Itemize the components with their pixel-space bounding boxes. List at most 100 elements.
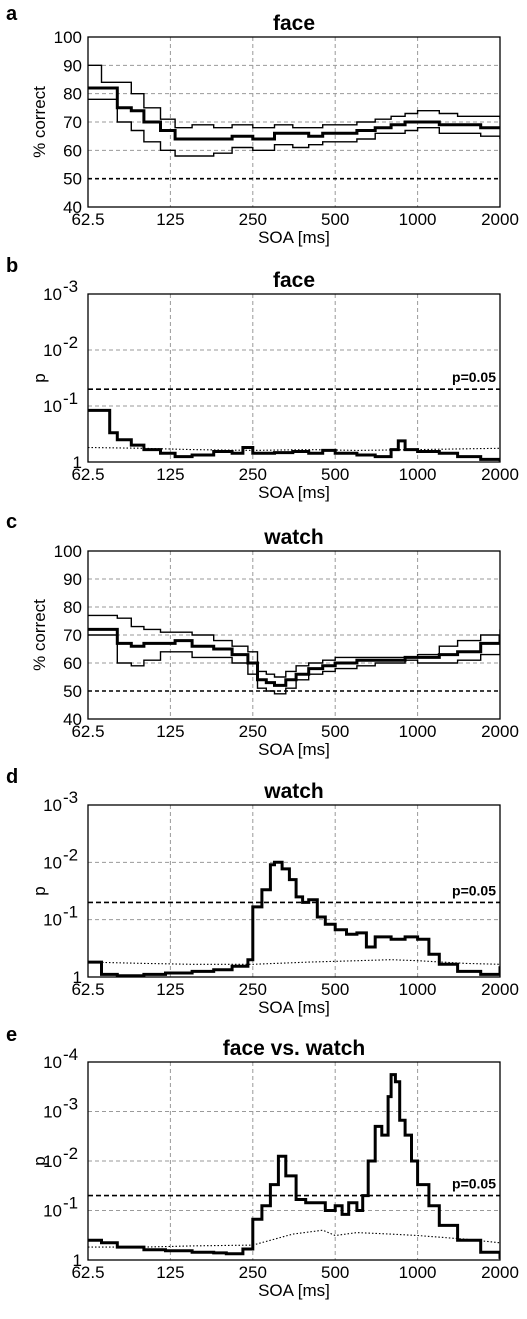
series-p-value-line	[88, 860, 500, 977]
y-tick-label: 10	[43, 341, 62, 360]
y-tick-label: 60	[63, 141, 82, 160]
threshold-label: p=0.05	[452, 882, 496, 898]
x-tick-label: 250	[239, 465, 267, 484]
series-mean-line	[88, 86, 500, 141]
x-tick-label: 2000	[481, 980, 519, 999]
y-tick-label: 1	[73, 968, 82, 987]
x-axis-label: SOA [ms]	[258, 483, 330, 502]
series-lower-line	[88, 634, 500, 695]
x-tick-label: 62.5	[71, 465, 104, 484]
x-axis-label: SOA [ms]	[258, 1281, 330, 1300]
y-tick-label: 80	[63, 598, 82, 617]
y-axis-label: p	[30, 886, 49, 895]
y-tick-label: 100	[54, 28, 82, 47]
y-tick-label: 10	[43, 1103, 62, 1122]
y-tick-exponent: -1	[63, 903, 78, 922]
panel-c: c watch 62.5 125 250 500 1000 2000 SOA [ms] 40 50 6…	[6, 511, 519, 759]
y-tick-label: 90	[63, 570, 82, 589]
x-tick-label: 125	[156, 980, 184, 999]
series-p-value-line	[88, 408, 500, 462]
x-tick-label: 500	[321, 980, 349, 999]
y-tick-exponent: -1	[63, 389, 78, 408]
y-tick-label: 40	[63, 198, 82, 217]
x-axis-label: SOA [ms]	[258, 228, 330, 247]
x-tick-label: 125	[156, 722, 184, 741]
series-upper-line	[88, 614, 500, 678]
panel-letter: b	[6, 255, 18, 277]
x-tick-label: 2000	[481, 465, 519, 484]
y-tick-label: 60	[63, 654, 82, 673]
panel-letter: d	[6, 766, 18, 788]
y-tick-exponent: -4	[63, 1045, 78, 1064]
y-tick-label: 10	[43, 853, 62, 872]
y-tick-exponent: -2	[63, 845, 78, 864]
plot-frame	[87, 293, 501, 463]
panel-e: e face vs. watch 62.5 125 250 500 1000 2000 SOA …	[6, 1024, 519, 1300]
y-tick-label: 70	[63, 626, 82, 645]
threshold-label: p=0.05	[452, 1176, 496, 1192]
x-tick-label: 500	[321, 465, 349, 484]
y-axis-label: % correct	[30, 599, 49, 671]
x-tick-label: 1000	[399, 210, 437, 229]
x-tick-label: 62.5	[71, 722, 104, 741]
series-mean-line	[88, 627, 500, 687]
y-tick-label: 10	[43, 285, 62, 304]
x-tick-label: 125	[156, 210, 184, 229]
x-axis-label: SOA [ms]	[258, 998, 330, 1017]
y-tick-exponent: -3	[63, 1095, 78, 1114]
y-tick-label: 10	[43, 911, 62, 930]
y-tick-label: 10	[43, 1152, 62, 1171]
x-tick-label: 2000	[481, 1263, 519, 1282]
x-tick-label: 62.5	[71, 1263, 104, 1282]
chart-title: watch	[263, 780, 324, 803]
y-tick-label: 1	[73, 1251, 82, 1270]
y-tick-label: 10	[43, 1053, 62, 1072]
x-tick-label: 250	[239, 980, 267, 999]
y-tick-label: 10	[43, 397, 62, 416]
x-tick-label: 500	[321, 210, 349, 229]
x-tick-label: 1000	[399, 465, 437, 484]
series-upper-line	[88, 64, 500, 129]
x-tick-label: 125	[156, 1263, 184, 1282]
x-tick-label: 2000	[481, 210, 519, 229]
y-tick-exponent: -1	[63, 1194, 78, 1213]
series-chance-line	[88, 959, 500, 965]
x-tick-label: 250	[239, 722, 267, 741]
y-tick-label: 80	[63, 85, 82, 104]
series-chance-line	[88, 1229, 500, 1248]
x-tick-label: 1000	[399, 1263, 437, 1282]
x-tick-label: 62.5	[71, 210, 104, 229]
y-tick-exponent: -2	[63, 1144, 78, 1163]
y-tick-label: 70	[63, 113, 82, 132]
chart-title: face vs. watch	[223, 1037, 365, 1060]
panel-letter: a	[6, 3, 18, 25]
y-tick-label: 50	[63, 682, 82, 701]
panel-a: a face 62.5 125 250 500 1000 2000 SOA [ms] 40 50 60…	[6, 3, 519, 247]
x-axis-label: SOA [ms]	[258, 740, 330, 759]
x-tick-label: 125	[156, 465, 184, 484]
series-chance-line	[88, 446, 500, 451]
y-tick-exponent: -3	[63, 277, 78, 296]
y-tick-label: 10	[43, 1202, 62, 1221]
plot-frame	[87, 36, 501, 208]
chart-title: face	[273, 269, 315, 292]
series-p-value-line	[88, 1073, 500, 1259]
y-tick-exponent: -2	[63, 333, 78, 352]
y-tick-label: 50	[63, 170, 82, 189]
x-tick-label: 500	[321, 1263, 349, 1282]
plot-frame	[87, 1061, 501, 1261]
y-axis-label: % correct	[30, 86, 49, 158]
panel-letter: e	[6, 1024, 17, 1046]
plot-frame	[87, 804, 501, 978]
x-tick-label: 2000	[481, 722, 519, 741]
series-lower-line	[88, 98, 500, 157]
y-axis-label: p	[30, 373, 49, 382]
y-tick-label: 90	[63, 56, 82, 75]
y-tick-label: 1	[73, 453, 82, 472]
x-tick-label: 1000	[399, 980, 437, 999]
y-axis-label: p	[30, 1156, 49, 1165]
x-tick-label: 500	[321, 722, 349, 741]
threshold-label: p=0.05	[452, 369, 496, 385]
